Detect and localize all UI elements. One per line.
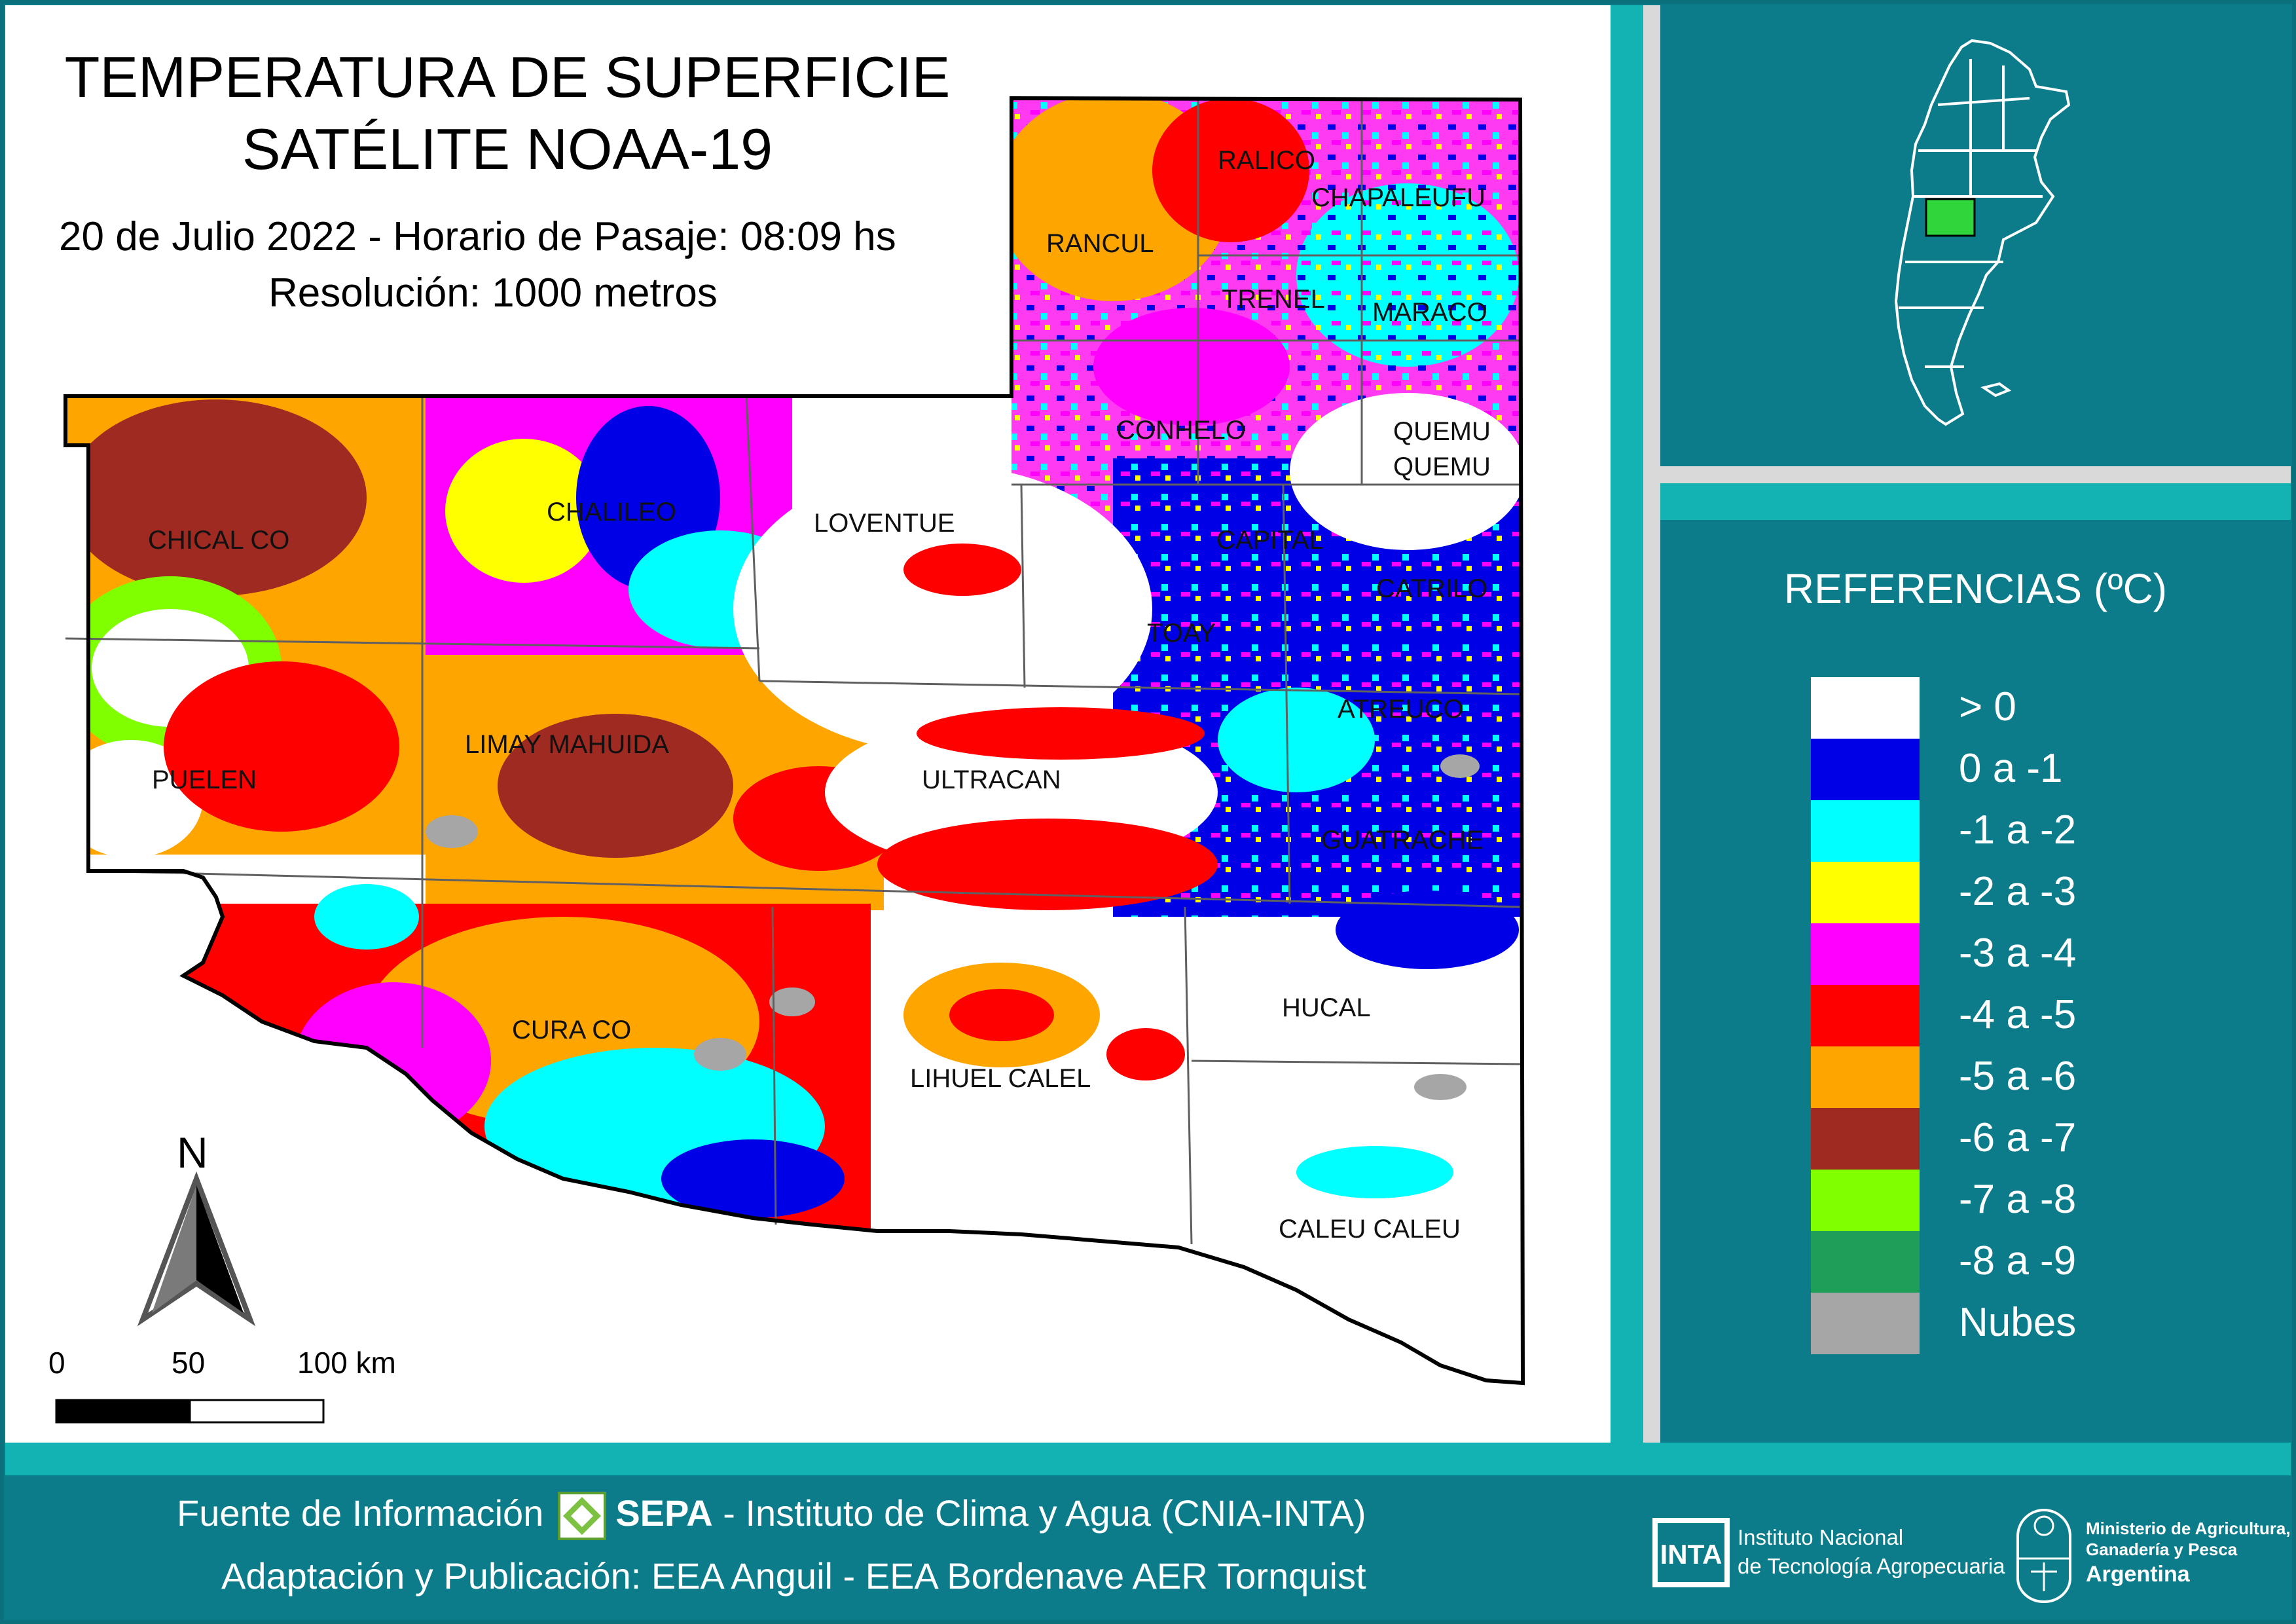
inta-name: Instituto Nacional de Tecnología Agropec… (1738, 1523, 2005, 1581)
legend-item: 0 a -1 (1811, 739, 2230, 800)
la-pampa-highlight (1925, 198, 1976, 237)
dept-label: CALEU CALEU (1279, 1215, 1461, 1244)
dept-label: TRENEL (1222, 285, 1325, 314)
dept-label: ULTRACAN (922, 766, 1061, 794)
legend-swatch (1811, 862, 1920, 923)
scale-zero: 0 (48, 1346, 65, 1380)
legend-swatch (1811, 677, 1920, 739)
legend-swatch (1811, 739, 1920, 800)
dept-label: MARACO (1372, 298, 1487, 327)
legend-label: -1 a -2 (1959, 807, 2077, 853)
ministry-line-3: Argentina (2086, 1562, 2190, 1587)
dept-label: CATRILO (1376, 574, 1487, 603)
source-prefix: Fuente de Información (177, 1492, 544, 1534)
legend-item: -8 a -9 (1811, 1231, 2230, 1293)
legend-label: -6 a -7 (1959, 1115, 2077, 1160)
legend-label: -4 a -5 (1959, 992, 2077, 1037)
inta-name-line-2: de Tecnología Agropecuaria (1738, 1554, 2005, 1578)
legend-swatch (1811, 1046, 1920, 1108)
north-label: N (177, 1128, 208, 1177)
legend-swatch (1811, 1293, 1920, 1354)
department-boundaries (65, 100, 1521, 1245)
legend-item: -1 a -2 (1811, 800, 2230, 862)
locator-map (1894, 39, 2071, 426)
dept-label: PUELEN (152, 766, 257, 794)
legend-label: -7 a -8 (1959, 1177, 2077, 1222)
legend-item: > 0 (1811, 677, 2230, 739)
map-raster (65, 98, 1523, 1383)
scale-bar (55, 1399, 325, 1424)
dept-label: QUEMU (1393, 452, 1491, 481)
legend-item: -6 a -7 (1811, 1108, 2230, 1170)
legend-item: -7 a -8 (1811, 1170, 2230, 1231)
legend-label: > 0 (1959, 684, 2016, 729)
dept-label: QUEMU (1393, 417, 1491, 446)
dept-label: LIHUEL CALEL (910, 1064, 1091, 1093)
legend-item: -5 a -6 (1811, 1046, 2230, 1108)
legend-swatch (1811, 1231, 1920, 1293)
side-divider-teal (1660, 483, 2291, 520)
dept-label: CAPITAL (1216, 526, 1324, 555)
source-line: Fuente de Información SEPA - Instituto de… (177, 1492, 1366, 1541)
dept-label: HUCAL (1282, 993, 1371, 1022)
scale-end: 100 km (297, 1346, 396, 1380)
dept-label: LIMAY MAHUIDA (465, 730, 669, 759)
legend-label: 0 a -1 (1959, 746, 2063, 791)
legend-label: -5 a -6 (1959, 1054, 2077, 1099)
legend-label: -8 a -9 (1959, 1238, 2077, 1283)
scale-mid: 50 (172, 1346, 206, 1380)
inta-logo-text: INTA (1660, 1539, 1722, 1570)
resolution-text: Resolución: 1000 metros (268, 270, 718, 316)
legend-swatch (1811, 1108, 1920, 1170)
dept-label: CONHELO (1116, 416, 1246, 445)
inta-name-line-1: Instituto Nacional (1738, 1525, 1904, 1549)
legend-swatch (1811, 923, 1920, 985)
department-labels: RANCUL RALICO CHAPALEUFU TRENEL MARACO C… (148, 146, 1491, 1244)
legend-item: -3 a -4 (1811, 923, 2230, 985)
map-title-line-1: TEMPERATURA DE SUPERFICIE (64, 45, 951, 109)
side-panel (1660, 5, 2291, 1443)
publication-line: Adaptación y Publicación: EEA Anguil - E… (221, 1555, 1366, 1596)
dept-label: GUATRACHE (1321, 826, 1484, 855)
legend-label: -2 a -3 (1959, 869, 2077, 914)
province-outline (64, 96, 1525, 1386)
footer-panel (5, 1475, 2291, 1619)
national-shield-icon (2016, 1508, 2071, 1603)
ministry-name: Ministerio de Agricultura, Ganadería y P… (2086, 1518, 2291, 1589)
side-divider-gray (1660, 466, 2291, 483)
dept-label: CURA CO (512, 1016, 631, 1044)
divider-strip (1611, 5, 1643, 1443)
legend-swatch (1811, 1170, 1920, 1231)
dept-label: RANCUL (1046, 229, 1154, 258)
map-title-line-2: SATÉLITE NOAA-19 (242, 117, 773, 181)
legend-label: Nubes (1959, 1300, 2077, 1345)
dept-label: TOAY (1147, 619, 1216, 648)
source-rest: - Instituto de Clima y Agua (CNIA-INTA) (712, 1492, 1366, 1534)
legend-swatch (1811, 985, 1920, 1046)
dept-label: ATREUCO (1338, 695, 1464, 724)
ministry-line-1: Ministerio de Agricultura, (2086, 1519, 2291, 1538)
pass-date-time: 20 de Julio 2022 - Horario de Pasaje: 08… (59, 214, 896, 259)
divider-strip-gray (1643, 5, 1660, 1443)
dept-label: CHICAL CO (148, 526, 289, 555)
legend-item: -4 a -5 (1811, 985, 2230, 1046)
footer-strip (5, 1443, 2291, 1475)
legend-label: -3 a -4 (1959, 931, 2077, 976)
dept-label: LOVENTUE (814, 509, 955, 538)
legend-swatch (1811, 800, 1920, 862)
source-org: SEPA (615, 1492, 713, 1534)
dept-label: RALICO (1218, 146, 1315, 175)
inta-logo-icon: INTA (1652, 1518, 1730, 1587)
ministry-line-2: Ganadería y Pesca (2086, 1540, 2238, 1559)
north-arrow-icon (137, 1171, 256, 1327)
legend-title: REFERENCIAS (ºC) (1783, 565, 2168, 612)
dept-label: CHAPALEUFU (1311, 183, 1485, 212)
dept-label: CHALILEO (547, 498, 676, 526)
sepa-logo-icon (558, 1492, 607, 1541)
legend-item: Nubes (1811, 1293, 2230, 1354)
legend-item: -2 a -3 (1811, 862, 2230, 923)
